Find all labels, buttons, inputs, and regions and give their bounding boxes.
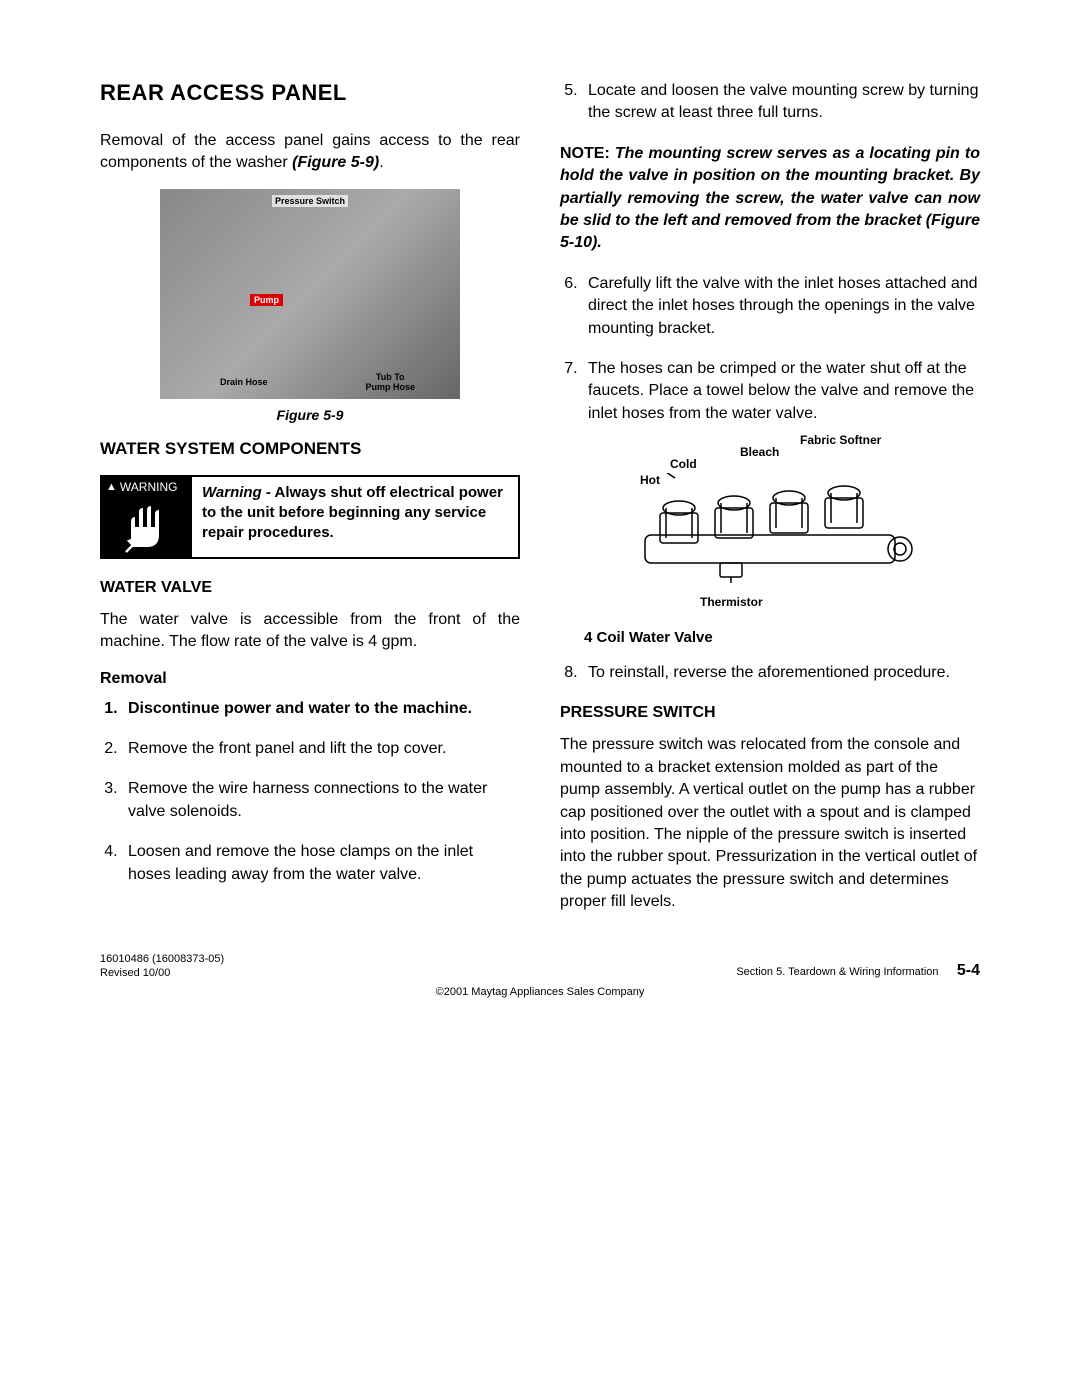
label-pressure-switch: Pressure Switch [272, 195, 348, 207]
label-bleach: Bleach [740, 445, 779, 459]
warning-icon-cell: ▲ WARNING [102, 477, 192, 557]
removal-steps-left: Discontinue power and water to the machi… [100, 698, 520, 886]
removal-steps-right-3: To reinstall, reverse the aforementioned… [560, 662, 980, 684]
heading-water-valve: WATER VALVE [100, 579, 520, 597]
figure-5-9-image: Pressure Switch Pump Drain Hose Tub ToPu… [160, 189, 460, 399]
heading-rear-access: REAR ACCESS PANEL [100, 80, 520, 106]
footer-copyright: ©2001 Maytag Appliances Sales Company [100, 986, 980, 998]
label-thermistor: Thermistor [700, 595, 763, 609]
valve-caption: 4 Coil Water Valve [560, 629, 980, 646]
pressure-switch-paragraph: The pressure switch was relocated from t… [560, 734, 980, 913]
footer-right: Section 5. Teardown & Wiring Information… [736, 962, 980, 980]
right-column: Locate and loosen the valve mounting scr… [560, 80, 980, 928]
warning-text: Warning - Always shut off electrical pow… [192, 477, 518, 557]
step-7: The hoses can be crimped or the water sh… [582, 358, 980, 425]
step-6: Carefully lift the valve with the inlet … [582, 273, 980, 340]
label-fabric: Fabric Softner [800, 433, 881, 447]
step-4: Loosen and remove the hose clamps on the… [122, 841, 520, 886]
water-valve-paragraph: The water valve is accessible from the f… [100, 609, 520, 654]
left-column: REAR ACCESS PANEL Removal of the access … [100, 80, 520, 928]
valve-svg [630, 473, 930, 583]
figure-5-9-caption: Figure 5-9 [100, 407, 520, 423]
heading-pressure-switch: PRESSURE SWITCH [560, 704, 980, 722]
warning-box: ▲ WARNING Warning - Always shut off elec… [100, 475, 520, 559]
label-drain-hose: Drain Hose [220, 377, 268, 387]
label-cold: Cold [670, 457, 697, 471]
valve-diagram: Hot Cold Bleach Fabric Softner Thermisto… [590, 443, 950, 623]
page-number: 5-4 [957, 962, 980, 979]
warning-hand-icon [102, 497, 190, 557]
heading-water-system: WATER SYSTEM COMPONENTS [100, 439, 520, 459]
step-5: Locate and loosen the valve mounting scr… [582, 80, 980, 125]
step-8: To reinstall, reverse the aforementioned… [582, 662, 980, 684]
removal-steps-right-1: Locate and loosen the valve mounting scr… [560, 80, 980, 125]
step-3: Remove the wire harness connections to t… [122, 778, 520, 823]
step-2: Remove the front panel and lift the top … [122, 738, 520, 760]
intro-paragraph: Removal of the access panel gains access… [100, 130, 520, 175]
warning-badge: ▲ WARNING [102, 477, 190, 497]
step-1: Discontinue power and water to the machi… [122, 698, 520, 720]
figure-5-9: Pressure Switch Pump Drain Hose Tub ToPu… [100, 189, 520, 423]
warning-triangle-icon: ▲ [106, 481, 117, 493]
note-paragraph: NOTE: The mounting screw serves as a loc… [560, 143, 980, 255]
footer: 16010486 (16008373-05) Revised 10/00 Sec… [100, 952, 980, 981]
removal-steps-right-2: Carefully lift the valve with the inlet … [560, 273, 980, 425]
heading-removal: Removal [100, 670, 520, 688]
footer-left: 16010486 (16008373-05) Revised 10/00 [100, 952, 224, 981]
label-tub-to-pump: Tub ToPump Hose [365, 373, 415, 393]
label-pump: Pump [250, 294, 283, 306]
